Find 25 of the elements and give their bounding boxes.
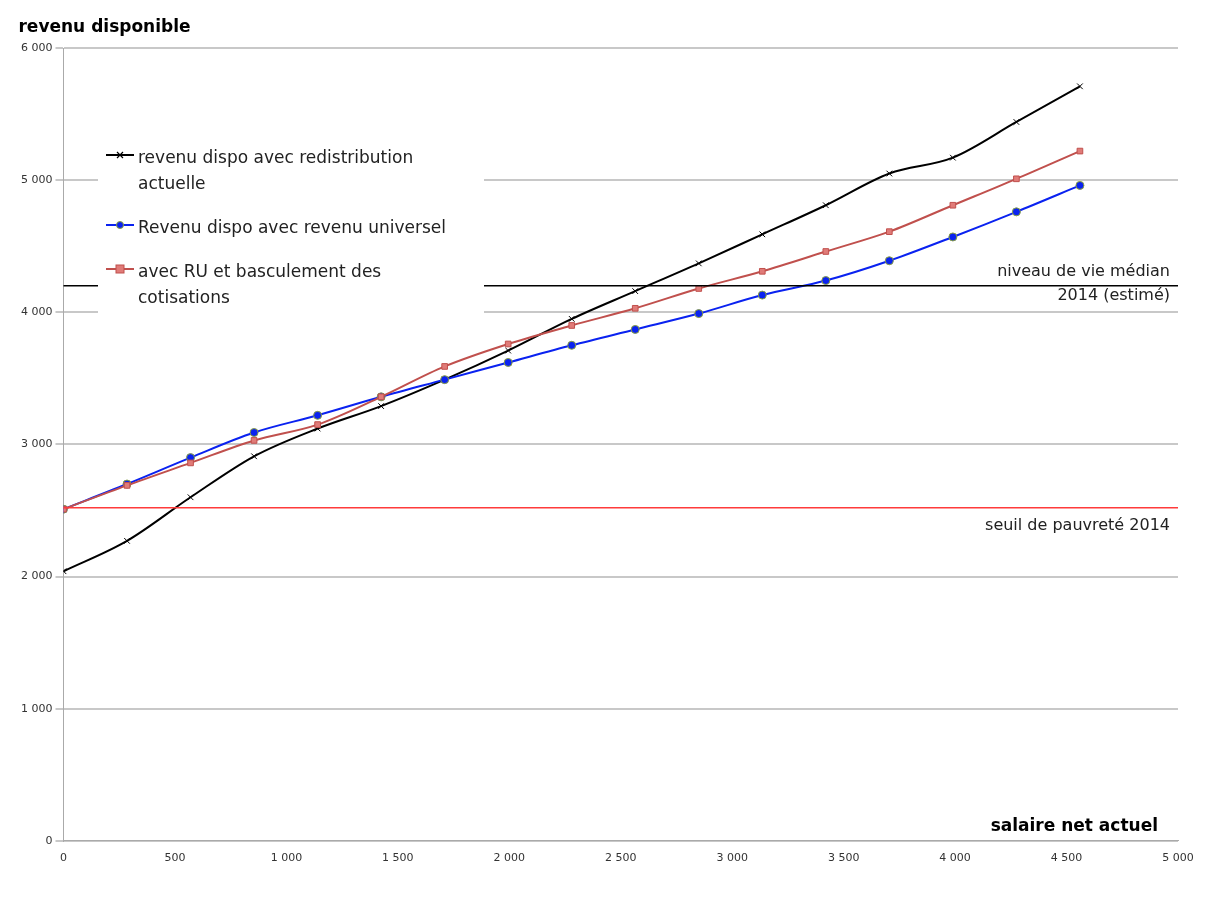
- x-tick-label: 0: [59, 851, 67, 865]
- x-tick-label: 500: [164, 851, 186, 865]
- y-tick-label: 4 000: [20, 305, 53, 319]
- ref-line-label: niveau de vie médian 2014 (estimé): [997, 261, 1170, 304]
- x-tick-label: 3 000: [716, 851, 748, 865]
- y-axis-title: revenu disponible: [18, 15, 191, 36]
- x-tick-label: 2 000: [493, 851, 526, 865]
- x-axis-title: salaire net actuel: [990, 814, 1158, 835]
- y-tick-label: 3 000: [20, 437, 53, 451]
- legend-label: avec RU et basculement des cotisations: [138, 260, 383, 309]
- x-tick-label: 2 500: [605, 851, 637, 865]
- x-tick-label: 3 500: [827, 851, 860, 865]
- x-tick-label: 4 500: [1050, 851, 1083, 865]
- y-tick-label: 1 000: [20, 701, 53, 715]
- legend-label: Revenu dispo avec revenu universel: [138, 216, 447, 239]
- x-tick-label: 4 000: [939, 851, 971, 865]
- ref-line-label: seuil de pauvreté 2014: [985, 514, 1170, 534]
- y-tick-label: 6 000: [20, 40, 53, 54]
- y-tick-label: 2 000: [20, 569, 53, 583]
- legend-label: revenu dispo avec redistribution actuelle: [138, 146, 415, 195]
- y-tick-label: 0: [45, 833, 53, 847]
- x-tick-label: 1 000: [270, 851, 303, 865]
- x-tick-label: 5 000: [1162, 851, 1194, 865]
- y-tick-label: 5 000: [20, 172, 53, 186]
- x-tick-label: 1 500: [382, 851, 414, 865]
